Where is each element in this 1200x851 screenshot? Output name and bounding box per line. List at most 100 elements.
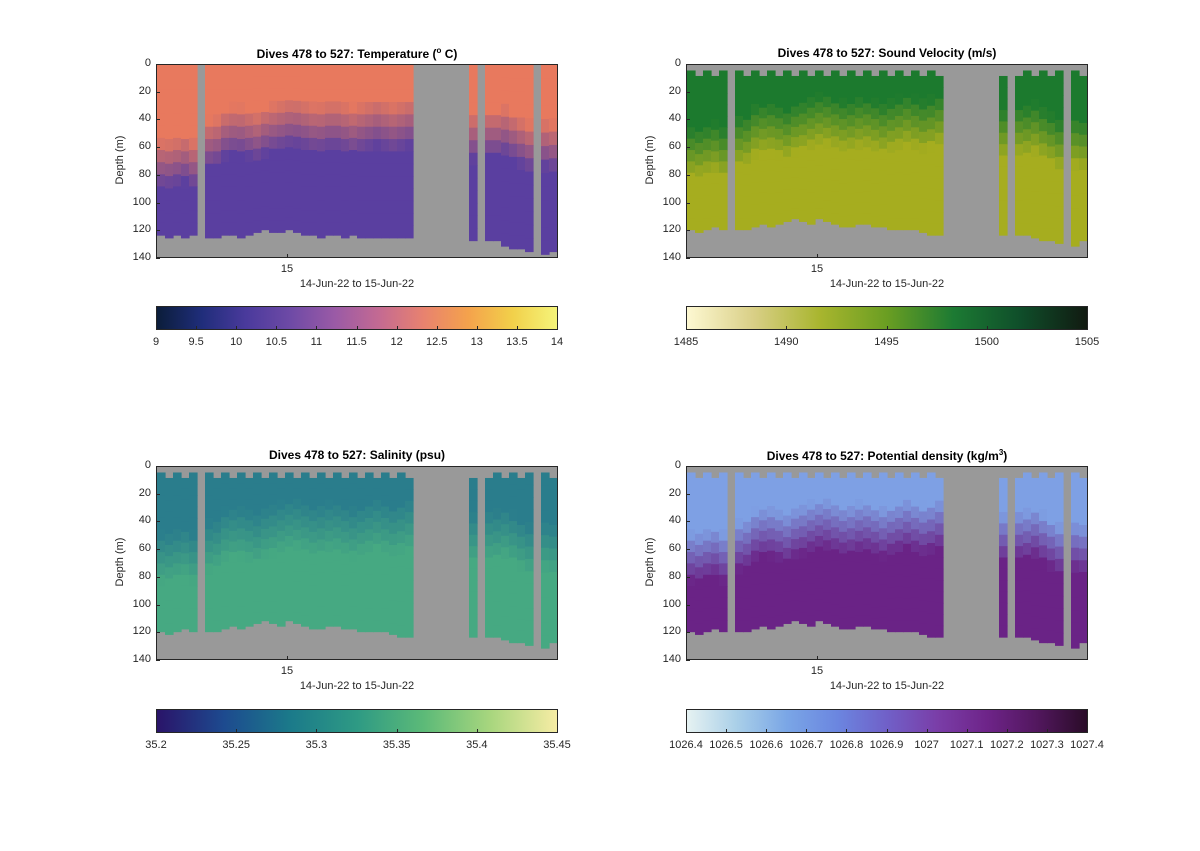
profile-cell (871, 574, 880, 587)
profile-cell (855, 202, 864, 215)
profile-cell (501, 207, 510, 221)
profile-cell (1031, 535, 1040, 548)
profile-cell (301, 527, 310, 539)
profile-cell (823, 581, 832, 593)
profile-cell (381, 597, 390, 610)
profile-cell (1039, 204, 1048, 217)
profile-cell (269, 148, 278, 162)
profile-cell (357, 532, 366, 545)
profile-cell (549, 158, 557, 173)
profile-cell (381, 89, 390, 103)
profile-cell (831, 103, 840, 115)
profile-cell (165, 77, 174, 91)
profile-cell (493, 152, 502, 166)
profile-cell (847, 70, 856, 83)
profile-cell (1079, 572, 1087, 585)
profile-cell (703, 161, 712, 174)
profile-cell (903, 185, 912, 198)
profile-cell (349, 89, 358, 103)
profile-cell (911, 115, 920, 128)
profile-cell (485, 202, 494, 217)
profile-cell (261, 123, 270, 137)
profile-cell (823, 592, 832, 604)
profile-cell (285, 147, 294, 160)
profile-cell (261, 498, 270, 510)
profile-cell (751, 606, 760, 619)
profile-cell (365, 213, 374, 227)
profile-cell (807, 583, 816, 595)
profile-cell (847, 584, 856, 596)
profile-cell (541, 173, 550, 188)
profile-cell (309, 65, 318, 78)
profile-cell (927, 507, 936, 521)
profile-cell (549, 118, 557, 133)
profile-cell (807, 171, 816, 183)
profile-cell (509, 78, 518, 92)
profile-cell (469, 115, 478, 129)
profile-cell (405, 77, 414, 91)
profile-cell (517, 548, 526, 561)
profile-cell (863, 582, 872, 594)
profile-cell (719, 608, 728, 621)
profile-cell (927, 188, 936, 201)
profile-cell (895, 517, 904, 530)
profile-cell (999, 523, 1008, 536)
colorbar-tick-label: 1027.2 (989, 739, 1024, 751)
profile-cell (189, 563, 198, 576)
profile-cell (799, 167, 808, 179)
profile-cell (317, 188, 326, 202)
profile-cell (1015, 500, 1024, 513)
profile-cell (815, 472, 824, 484)
profile-cell (549, 595, 557, 608)
profile-cell (501, 129, 510, 144)
profile-cell (1047, 524, 1056, 538)
profile-cell (325, 499, 334, 511)
profile-cell (863, 615, 872, 627)
profile-cell (493, 140, 502, 154)
profile-cell (919, 209, 928, 222)
profile-cell (759, 160, 768, 172)
profile-cell (253, 537, 262, 549)
profile-cell (205, 620, 214, 633)
profile-cell (485, 228, 494, 242)
profile-cell (735, 586, 744, 599)
profile-cell (1039, 82, 1048, 96)
profile-cell (855, 583, 864, 595)
profile-cell (815, 70, 824, 82)
profile-cell (759, 97, 768, 109)
profile-cell (189, 222, 198, 236)
profile-cell (927, 82, 936, 95)
profile-cell (871, 108, 880, 120)
profile-cell (1071, 535, 1080, 549)
profile-cell (301, 593, 310, 605)
profile-cell (285, 610, 294, 622)
y-tick-mark (686, 632, 690, 634)
x-tick-mark (817, 254, 818, 258)
profile-cell (767, 115, 776, 127)
profile-cell (293, 184, 302, 198)
profile-cell (887, 499, 896, 512)
profile-cell (1039, 545, 1048, 559)
profile-cell (173, 483, 182, 496)
y-tick-mark (686, 660, 690, 661)
profile-cell (181, 126, 190, 140)
profile-cell (879, 517, 888, 529)
profile-cell (525, 509, 534, 523)
y-tick-mark (156, 91, 160, 93)
profile-cell (165, 589, 174, 602)
profile-cell (767, 103, 776, 116)
profile-cell (245, 210, 254, 224)
profile-cell (1079, 536, 1087, 550)
profile-cell (397, 114, 406, 128)
profile-cell (213, 114, 222, 128)
profile-cell (999, 110, 1008, 123)
profile-cell (783, 612, 792, 624)
profile-cell (333, 604, 342, 616)
profile-cell (1023, 484, 1032, 497)
profile-cell (767, 528, 776, 541)
colorbar-tick-label: 10 (230, 336, 243, 348)
profile-cell (1039, 106, 1048, 120)
profile-cell (1047, 630, 1056, 644)
profile-cell (1055, 509, 1064, 523)
profile-cell (333, 505, 342, 517)
